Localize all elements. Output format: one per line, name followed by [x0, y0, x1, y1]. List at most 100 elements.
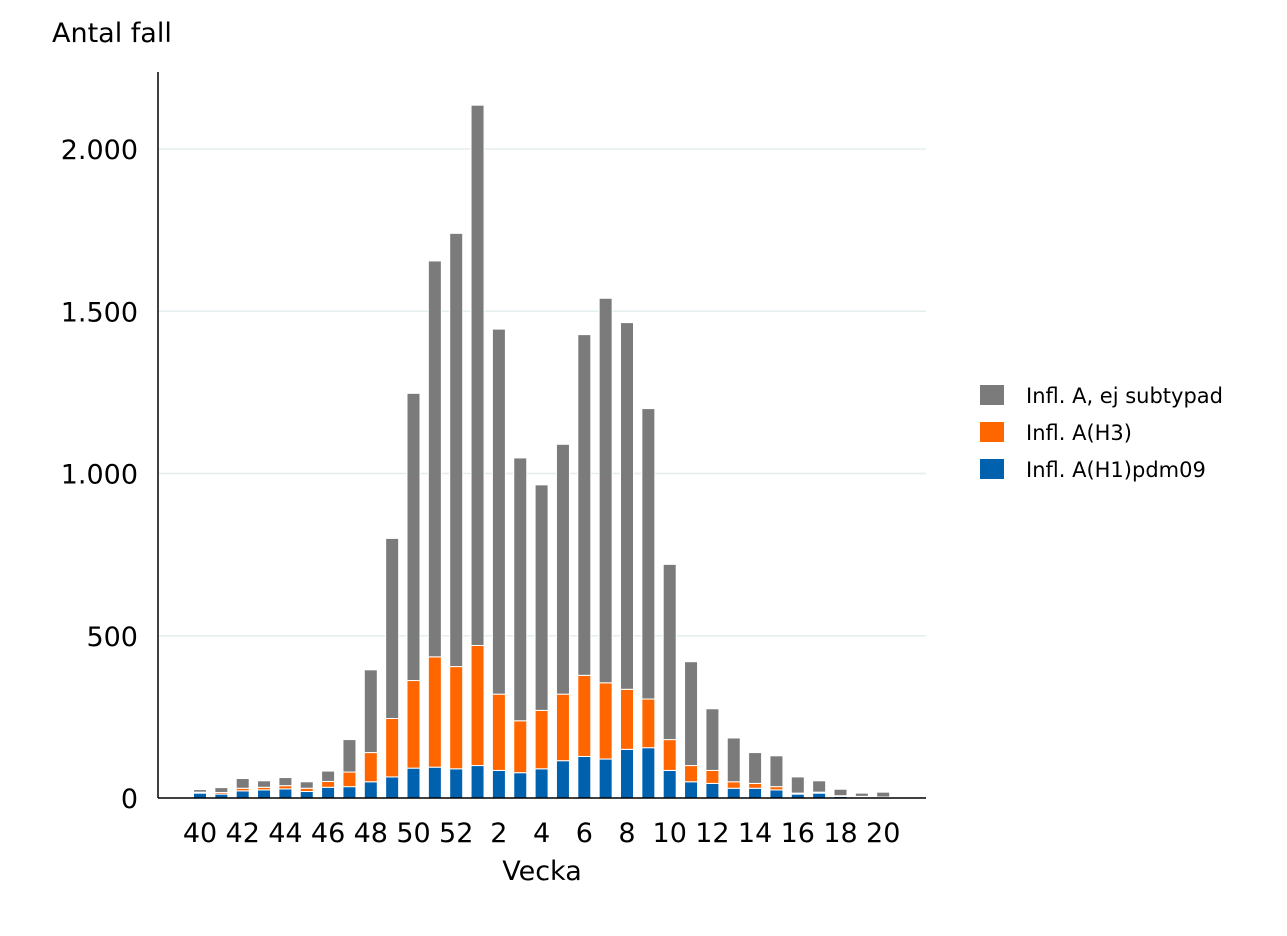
- bar-segment: [555, 760, 570, 799]
- bar-segment: [278, 777, 293, 787]
- x-tick-label: 52: [439, 818, 473, 849]
- bar-segment: [641, 747, 656, 799]
- bar-segment: [342, 771, 357, 788]
- x-tick-label: 44: [268, 818, 302, 849]
- bar-segment: [555, 693, 570, 762]
- x-tick-label: 18: [823, 818, 857, 849]
- x-axis-title: Vecka: [502, 856, 582, 887]
- bar-segment: [257, 780, 272, 788]
- x-tick-label: 14: [738, 818, 772, 849]
- bar-segment: [555, 443, 570, 695]
- bar-segment: [385, 776, 400, 799]
- bar-segment: [449, 768, 464, 799]
- x-tick-label: 50: [396, 818, 430, 849]
- x-tick-label: 2: [490, 818, 507, 849]
- bar-segment: [705, 769, 720, 784]
- x-tick-label: 16: [781, 818, 815, 849]
- bar-segment: [620, 688, 634, 750]
- legend-swatch: [980, 422, 1004, 442]
- x-tick-label: 20: [866, 818, 900, 849]
- y-tick-label: 0: [121, 784, 138, 815]
- bar-segment: [598, 758, 613, 799]
- bar-segment: [363, 752, 378, 783]
- y-tick-label: 1.500: [61, 297, 138, 328]
- bar-segment: [748, 752, 763, 784]
- x-tick-labels: 40 42 44 46 48 50 52 2 4 6 8 10 12 14 16 18 20: [183, 818, 901, 849]
- x-tick-label: 4: [533, 818, 550, 849]
- x-tick-label: 12: [695, 818, 729, 849]
- bar-segment: [299, 791, 314, 799]
- bar-segment: [662, 563, 677, 741]
- bar-segment: [342, 739, 357, 773]
- bar-segment: [598, 297, 613, 684]
- bar-segment: [257, 789, 272, 799]
- y-tick-labels: 0 500 1.000 1.500 2.000: [61, 135, 138, 815]
- bar-segment: [342, 786, 357, 799]
- legend-label: Infl. A, ej subtypad: [1026, 384, 1223, 408]
- bar-segment: [235, 790, 250, 799]
- bar-segment: [363, 669, 378, 754]
- bar-segment: [684, 781, 699, 799]
- bar-segment: [449, 232, 464, 668]
- bar-segment: [470, 104, 485, 646]
- bar-segment: [726, 737, 741, 783]
- y-tick-label: 500: [86, 622, 138, 653]
- legend: Infl. A, ej subtypad Infl. A(H3) Infl. A(H…: [980, 384, 1223, 482]
- bar-segment: [235, 778, 250, 789]
- bar-segment: [534, 484, 549, 711]
- bar-segment: [534, 768, 549, 799]
- legend-label: Infl. A(H3): [1026, 421, 1132, 445]
- bar-segment: [577, 755, 592, 799]
- bar-segment: [427, 260, 442, 658]
- x-tick-label: 46: [311, 818, 345, 849]
- bar-segment: [299, 781, 314, 789]
- bar-segment: [790, 776, 805, 794]
- bar-segment: [278, 788, 293, 799]
- bar-segment: [193, 789, 207, 793]
- legend-swatch: [980, 459, 1004, 479]
- bar-segment: [470, 644, 485, 767]
- bar-segment: [812, 780, 827, 793]
- x-tick-label: 42: [226, 818, 260, 849]
- bar-segment: [491, 328, 506, 695]
- bar-segment: [470, 765, 485, 799]
- y-tick-label: 2.000: [61, 135, 138, 166]
- bar-segment: [662, 769, 677, 799]
- legend-swatch: [980, 385, 1004, 405]
- bar-segment: [726, 787, 741, 799]
- bar-segment: [491, 693, 506, 771]
- bar-segment: [620, 748, 634, 799]
- bar-segment: [641, 408, 656, 700]
- bar-segment: [406, 392, 421, 682]
- bar-segment: [406, 680, 421, 769]
- bar-segment: [427, 656, 442, 768]
- bar-segment: [491, 769, 506, 799]
- bar-segment: [427, 766, 442, 799]
- bar-segment: [876, 791, 891, 798]
- bar-segment: [385, 537, 400, 719]
- legend-label: Infl. A(H1)pdm09: [1026, 458, 1206, 482]
- bar-segment: [748, 787, 763, 799]
- bar-segment: [406, 767, 421, 799]
- bar-segment: [363, 781, 378, 799]
- x-tick-label: 10: [653, 818, 687, 849]
- bar-segment: [321, 770, 336, 782]
- bar-segment: [769, 755, 784, 788]
- bar-segment: [684, 661, 699, 767]
- bar-segment: [769, 789, 784, 799]
- bar-segment: [705, 708, 720, 771]
- x-tick-label: 48: [354, 818, 388, 849]
- bar-segment: [854, 792, 869, 797]
- bar-segment: [214, 787, 229, 793]
- x-tick-label: 40: [183, 818, 217, 849]
- bar-segment: [513, 720, 528, 774]
- bar-segment: [449, 666, 464, 770]
- y-axis-title: Antal fall: [52, 18, 172, 49]
- bar-segment: [684, 765, 699, 783]
- bar-segment: [321, 780, 336, 788]
- bar-segment: [641, 698, 656, 749]
- bar-segment: [385, 717, 400, 778]
- bar-segment: [726, 781, 741, 789]
- x-tick-label: 8: [618, 818, 635, 849]
